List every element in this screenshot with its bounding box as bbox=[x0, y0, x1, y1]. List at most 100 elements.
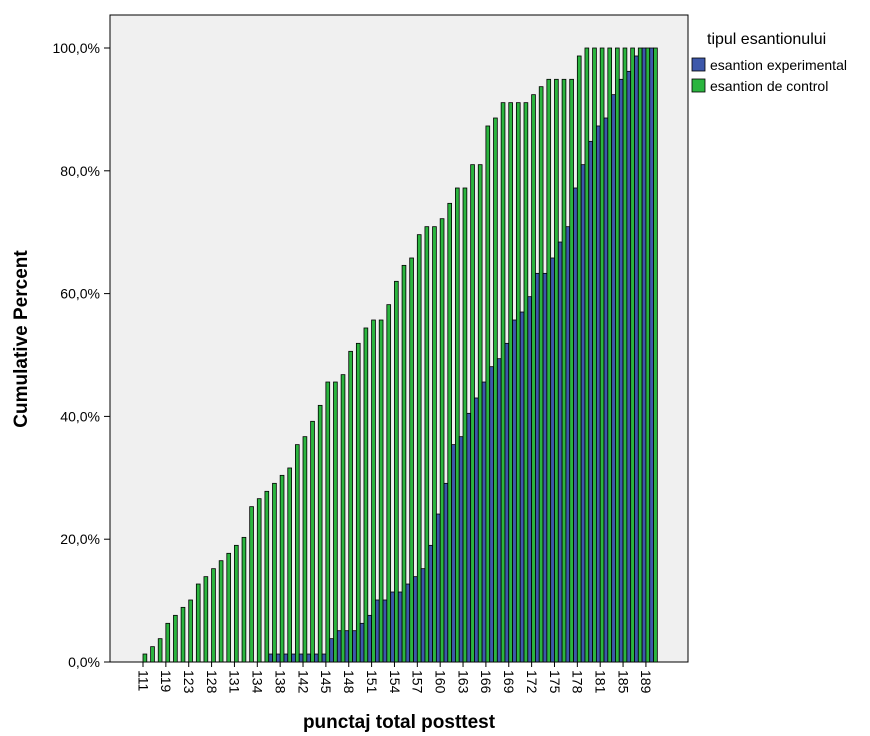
bar-control-23 bbox=[317, 404, 323, 663]
bar-control-31 bbox=[378, 319, 384, 663]
bar-control-56 bbox=[569, 78, 574, 663]
bar-control-1 bbox=[150, 646, 155, 663]
y-tick-label: 100,0% bbox=[53, 40, 100, 56]
bar-control-28 bbox=[355, 342, 361, 663]
x-axis-title: punctaj total posttest bbox=[303, 712, 496, 733]
bar-experimental-34 bbox=[397, 591, 403, 663]
bar-control-0 bbox=[142, 653, 148, 663]
x-tick-label: 148 bbox=[341, 670, 357, 694]
bar-experimental-20 bbox=[291, 653, 296, 663]
bar-control-19 bbox=[287, 467, 292, 663]
x-tick-label: 160 bbox=[432, 670, 448, 694]
x-tick-label: 175 bbox=[547, 670, 563, 694]
bar-control-65 bbox=[637, 47, 643, 663]
x-tick-label: 178 bbox=[570, 670, 586, 694]
x-tick-label: 163 bbox=[455, 670, 471, 694]
x-tick-label: 166 bbox=[478, 670, 494, 694]
bar-control-42 bbox=[462, 187, 468, 663]
x-tick-label: 138 bbox=[272, 670, 288, 694]
x-tick-label: 185 bbox=[615, 670, 631, 694]
bar-experimental-17 bbox=[268, 653, 273, 663]
bar-control-20 bbox=[294, 444, 300, 663]
bar-control-9 bbox=[211, 568, 216, 663]
bar-experimental-61 bbox=[603, 117, 609, 663]
bar-control-6 bbox=[188, 599, 193, 663]
bar-control-47 bbox=[500, 102, 506, 663]
x-tick-label: 111 bbox=[135, 670, 151, 691]
x-tick-label: 145 bbox=[318, 670, 334, 694]
bar-control-61 bbox=[607, 47, 613, 663]
x-tick-label: 157 bbox=[410, 670, 426, 694]
bar-control-67 bbox=[653, 47, 658, 663]
bar-control-41 bbox=[455, 187, 460, 663]
bar-control-44 bbox=[477, 164, 483, 663]
bar-control-64 bbox=[630, 47, 635, 663]
x-tick-label: 142 bbox=[295, 670, 311, 694]
bar-control-15 bbox=[256, 498, 262, 663]
bar-experimental-23 bbox=[314, 653, 319, 663]
bar-control-14 bbox=[249, 506, 254, 663]
bar-experimental-32 bbox=[382, 599, 388, 663]
bar-control-17 bbox=[272, 482, 277, 663]
bar-experimental-57 bbox=[573, 187, 578, 663]
x-tick-label: 123 bbox=[181, 670, 197, 694]
x-tick-label: 119 bbox=[158, 670, 174, 693]
bar-experimental-60 bbox=[596, 125, 601, 663]
bar-control-10 bbox=[218, 560, 224, 663]
bar-experimental-43 bbox=[466, 412, 472, 663]
bar-control-34 bbox=[401, 264, 407, 663]
bar-control-50 bbox=[523, 102, 529, 663]
bar-control-27 bbox=[348, 350, 353, 663]
x-tick-label: 189 bbox=[638, 670, 654, 694]
bar-experimental-24 bbox=[321, 653, 327, 663]
legend-swatch-experimental bbox=[691, 57, 706, 72]
bar-experimental-52 bbox=[535, 272, 540, 663]
bar-control-12 bbox=[234, 544, 239, 663]
bar-experimental-29 bbox=[359, 622, 365, 663]
bar-experimental-41 bbox=[451, 444, 456, 663]
bar-experimental-58 bbox=[580, 164, 586, 663]
bar-control-37 bbox=[424, 226, 430, 663]
bar-control-33 bbox=[394, 280, 399, 663]
bar-experimental-65 bbox=[634, 55, 639, 663]
bar-control-60 bbox=[599, 47, 605, 663]
bar-experimental-54 bbox=[550, 257, 555, 663]
bar-experimental-19 bbox=[283, 653, 289, 663]
bar-control-58 bbox=[584, 47, 590, 663]
bar-control-43 bbox=[470, 164, 475, 663]
bar-control-35 bbox=[409, 257, 414, 663]
x-tick-label: 128 bbox=[204, 670, 220, 694]
bar-experimental-26 bbox=[336, 630, 342, 663]
legend-label-experimental: esantion experimental bbox=[710, 57, 847, 73]
bar-control-55 bbox=[561, 78, 567, 663]
bar-control-48 bbox=[508, 102, 513, 663]
bar-control-18 bbox=[279, 474, 285, 663]
bar-experimental-21 bbox=[298, 653, 304, 663]
bar-experimental-47 bbox=[496, 358, 502, 663]
bar-experimental-38 bbox=[428, 544, 433, 663]
bar-experimental-40 bbox=[443, 482, 449, 663]
bar-control-2 bbox=[157, 638, 163, 663]
bar-experimental-66 bbox=[641, 47, 647, 663]
bar-control-24 bbox=[325, 381, 331, 663]
bar-control-49 bbox=[515, 102, 521, 663]
bar-experimental-39 bbox=[435, 513, 441, 663]
bar-experimental-51 bbox=[527, 296, 533, 663]
bar-control-5 bbox=[180, 606, 186, 663]
bar-control-57 bbox=[576, 55, 582, 663]
bar-experimental-55 bbox=[557, 241, 563, 663]
bar-experimental-27 bbox=[344, 630, 350, 663]
bar-control-36 bbox=[416, 234, 422, 663]
bar-experimental-22 bbox=[306, 653, 312, 663]
bar-experimental-63 bbox=[618, 78, 624, 663]
bar-experimental-64 bbox=[626, 70, 632, 663]
bar-experimental-42 bbox=[458, 436, 464, 663]
bar-control-46 bbox=[493, 117, 498, 663]
bar-control-59 bbox=[592, 47, 597, 663]
bar-control-39 bbox=[439, 218, 445, 663]
y-tick-label: 60,0% bbox=[60, 286, 100, 302]
bar-experimental-62 bbox=[611, 94, 616, 663]
bar-control-22 bbox=[310, 420, 315, 663]
bar-control-11 bbox=[226, 552, 232, 663]
